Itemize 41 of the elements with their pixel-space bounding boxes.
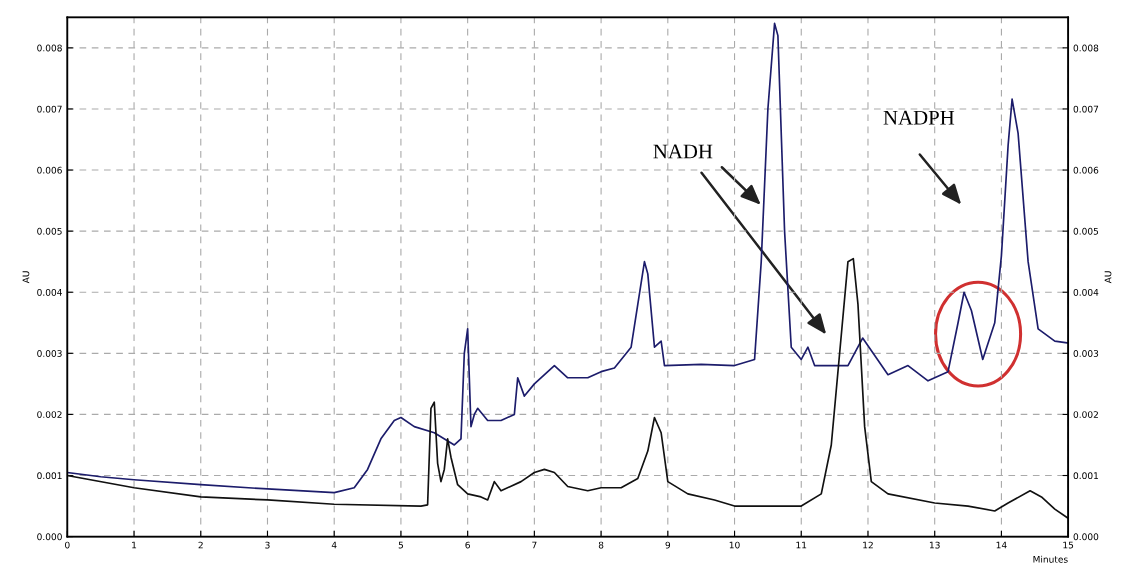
x-tick-label: 10 <box>729 541 740 549</box>
x-tick-label: 8 <box>598 541 604 549</box>
x-tick-label: 9 <box>665 541 671 549</box>
y-tick-label: 0.002 <box>37 411 62 418</box>
y2-axis-title: AU <box>1104 271 1112 284</box>
y-tick-label: 0.006 <box>37 166 62 174</box>
x-tick-label: 7 <box>532 541 537 549</box>
x-tick-label: 1 <box>132 541 137 549</box>
y-axis-title: AU <box>22 271 30 284</box>
x-tick-label: 0 <box>65 541 70 549</box>
annotation: NADPH <box>883 110 955 125</box>
x-tick-label: 14 <box>996 541 1007 549</box>
y-tick-label: 0.000 <box>37 533 62 541</box>
y-tick-label: 0.008 <box>37 44 62 52</box>
x-tick-label: 12 <box>863 541 873 549</box>
y-tick-label: 0.001 <box>37 472 62 480</box>
x-tick-label: 4 <box>331 541 337 549</box>
y-tick-label: 0.005 <box>37 227 62 235</box>
y2-tick-label: 0.008 <box>1073 44 1099 52</box>
x-tick-label: 15 <box>1063 541 1074 549</box>
y2-tick-label: 0.003 <box>1073 350 1099 357</box>
x-axis-title: Minutes <box>1033 555 1068 563</box>
x-tick-label: 3 <box>265 541 270 549</box>
y2-tick-label: 0.002 <box>1073 411 1098 418</box>
x-tick-label: 6 <box>465 541 470 549</box>
y2-tick-label: 0.004 <box>1073 288 1099 296</box>
line-series <box>67 22 1069 494</box>
y2-tick-label: 0.007 <box>1073 105 1099 113</box>
x-tick-label: 5 <box>398 541 404 549</box>
y2-tick-label: 0.001 <box>1073 472 1099 480</box>
y-tick-label: 0.007 <box>37 105 62 113</box>
y2-tick-label: 0.005 <box>1073 227 1099 235</box>
y-tick-label: 0.004 <box>37 288 62 296</box>
y2-tick-label: 0.006 <box>1073 166 1099 174</box>
y-tick-label: 0.003 <box>37 350 62 357</box>
x-tick-label: 11 <box>796 541 807 549</box>
line-series <box>67 257 1069 520</box>
x-tick-label: 13 <box>929 541 940 549</box>
x-tick-label: 2 <box>198 541 203 549</box>
annotation: NADH <box>653 144 713 159</box>
y2-tick-label: 0.000 <box>1073 533 1099 541</box>
